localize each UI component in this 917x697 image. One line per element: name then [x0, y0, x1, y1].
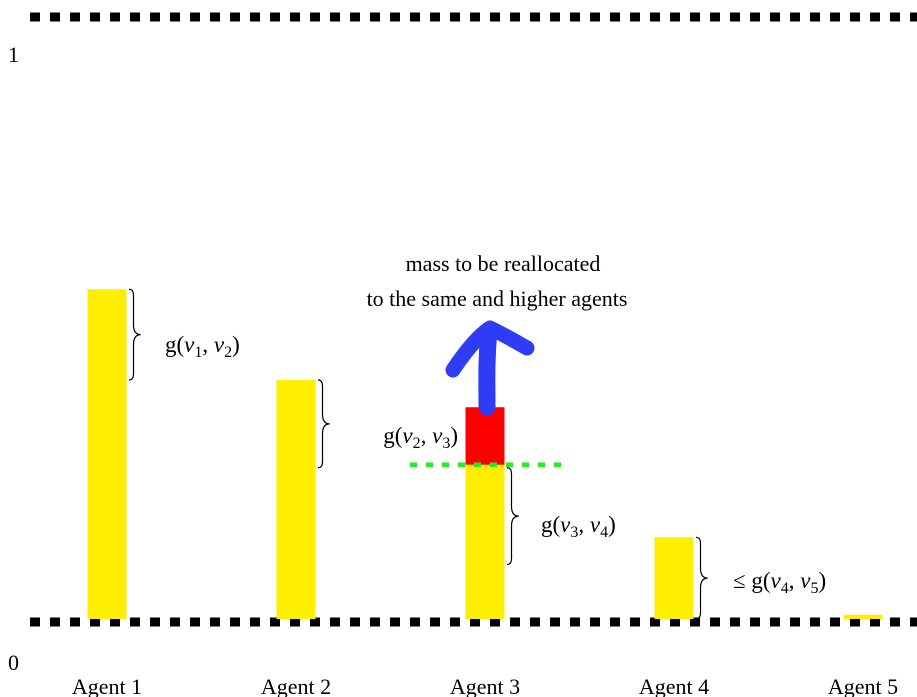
arrow-head [445, 320, 535, 378]
agent-4-bar [654, 537, 694, 619]
brace-label-g-v3-v4: g(v3, v4) [541, 512, 616, 541]
brace-3 [506, 467, 519, 566]
up-arrow-icon [445, 320, 535, 416]
agent-labels: Agent 1 Agent 2 Agent 3 Agent 4 Agent 5 [72, 674, 898, 697]
brace-1 [128, 288, 141, 381]
agent-3-label: Agent 3 [450, 674, 520, 697]
braces [128, 288, 708, 620]
agent-2-bar [276, 380, 316, 619]
brace-label-g-v1-v2: g(v1, v2) [165, 332, 240, 361]
brace-label-le-g-v4-v5: ≤ g(v4, v5) [733, 568, 826, 597]
agent-1-label: Agent 1 [72, 674, 142, 697]
brace-2 [317, 379, 330, 469]
agent-5-bar [843, 614, 883, 619]
brace-4 [695, 536, 708, 620]
agent-3-bar [465, 464, 505, 619]
agent-4-label: Agent 4 [639, 674, 709, 697]
agent-2-label: Agent 2 [261, 674, 331, 697]
arrow-shaft [478, 321, 498, 416]
annotation-line-1: mass to be reallocated [406, 251, 601, 276]
annotation-line-2: to the same and higher agents [367, 286, 628, 311]
agent-5-label: Agent 5 [828, 674, 898, 697]
label-one: 1 [8, 42, 19, 67]
label-zero: 0 [8, 650, 19, 675]
agent-bars [87, 289, 883, 619]
agent-3-excess-block [465, 407, 505, 465]
agent-1-bar [87, 289, 127, 619]
brace-label-g-v2-v3: g(v2, v3) [383, 423, 458, 452]
